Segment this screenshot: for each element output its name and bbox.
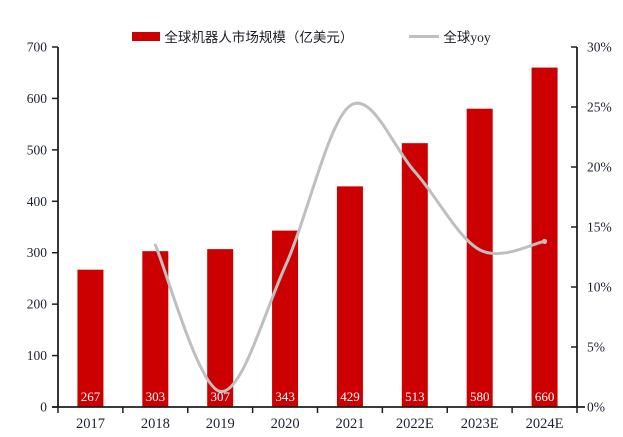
bar-value-label-2020: 343 bbox=[275, 389, 295, 404]
bar-value-label-2017: 267 bbox=[81, 389, 101, 404]
right-axis-tick-label: 25% bbox=[587, 100, 612, 115]
bar-2019 bbox=[207, 249, 234, 407]
right-axis-tick-label: 15% bbox=[587, 220, 612, 235]
left-axis-tick-label: 300 bbox=[27, 245, 48, 260]
x-axis-label-2020: 2020 bbox=[271, 416, 300, 432]
right-axis-tick-label: 5% bbox=[587, 340, 605, 355]
left-axis-tick-label: 700 bbox=[27, 40, 48, 55]
right-axis-tick-label: 0% bbox=[587, 400, 605, 415]
left-axis-tick-label: 0 bbox=[40, 400, 47, 415]
bar-2020 bbox=[272, 230, 299, 407]
bar-2018 bbox=[142, 251, 169, 407]
bar-value-label-2018: 303 bbox=[146, 389, 166, 404]
x-axis-label-2024E: 2024E bbox=[526, 416, 564, 432]
bar-value-label-2024E: 660 bbox=[535, 389, 555, 404]
legend-item-market-size: 全球机器人市场规模（亿美元） bbox=[132, 26, 353, 46]
bar-2024E bbox=[531, 67, 558, 408]
right-axis-tick-label: 10% bbox=[587, 280, 612, 295]
x-axis-label-2017: 2017 bbox=[76, 416, 105, 432]
legend-bar-label: 全球机器人市场规模（亿美元） bbox=[164, 30, 354, 45]
x-axis-label-2022E: 2022E bbox=[396, 416, 434, 432]
line-series-swatch-icon bbox=[409, 34, 440, 38]
yoy-line bbox=[153, 101, 547, 393]
bar-2023E bbox=[466, 108, 493, 407]
bar-2017 bbox=[77, 269, 104, 407]
x-axis-label-2018: 2018 bbox=[141, 416, 170, 432]
left-axis-tick-label: 200 bbox=[27, 297, 48, 312]
x-axis-label-2021: 2021 bbox=[335, 416, 364, 432]
bar-2022E bbox=[401, 143, 428, 407]
bar-value-label-2023E: 580 bbox=[470, 389, 490, 404]
bar-series-swatch-icon bbox=[132, 31, 161, 41]
legend-item-yoy: 全球yoy bbox=[409, 26, 491, 46]
bar-value-label-2019: 307 bbox=[210, 389, 230, 404]
bar-value-label-2021: 429 bbox=[340, 389, 360, 404]
bar-value-label-2022E: 513 bbox=[405, 389, 425, 404]
left-axis-tick-label: 500 bbox=[27, 142, 48, 157]
x-axis-label-2023E: 2023E bbox=[461, 416, 499, 432]
bar-2021 bbox=[336, 186, 363, 407]
legend-line-label: 全球yoy bbox=[443, 30, 491, 45]
left-axis-tick-label: 400 bbox=[27, 194, 48, 209]
right-axis-tick-label: 30% bbox=[587, 40, 612, 55]
yoy-line-end-marker bbox=[541, 238, 548, 244]
left-axis-tick-label: 100 bbox=[27, 348, 48, 363]
right-axis-tick-label: 20% bbox=[587, 160, 612, 175]
x-axis-label-2019: 2019 bbox=[206, 416, 235, 432]
left-axis-tick-label: 600 bbox=[27, 91, 48, 106]
chart-legend: 全球机器人市场规模（亿美元） 全球yoy bbox=[0, 26, 623, 46]
